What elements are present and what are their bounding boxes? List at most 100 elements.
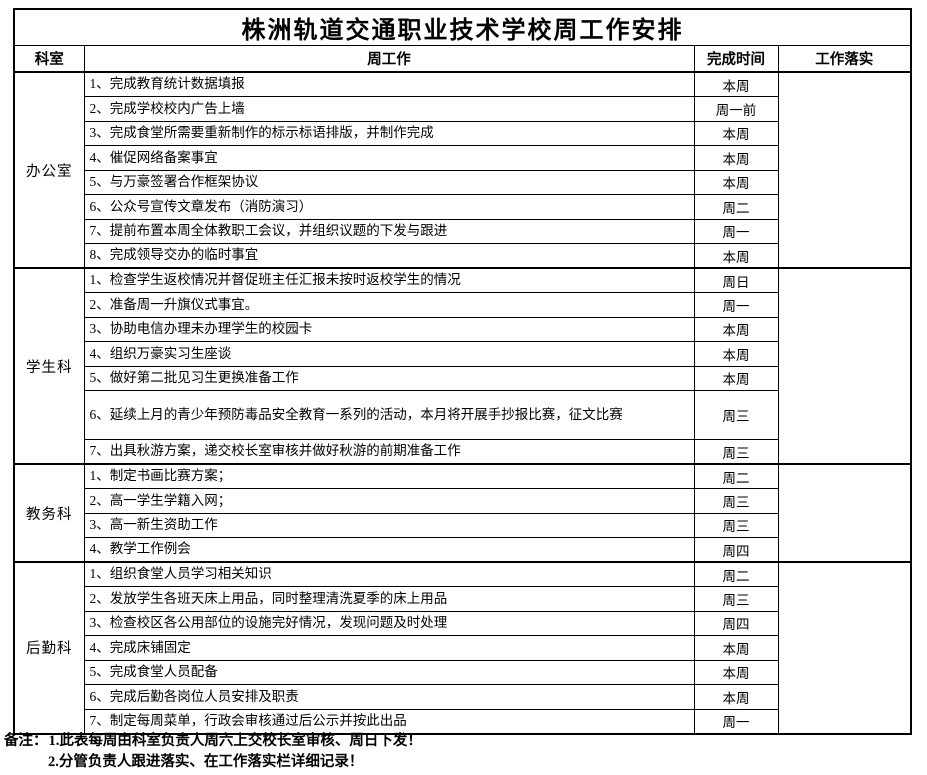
column-header-row: 科室 周工作 完成时间 工作落实 [13, 45, 912, 73]
department-cell: 办公室 [13, 71, 85, 269]
table-row: 5、完成食堂人员配备 本周 [14, 659, 911, 685]
task-cell: 1、组织食堂人员学习相关知识 [83, 561, 695, 587]
table-row: 5、与万豪签署合作框架协议 本周 [14, 169, 911, 195]
department-cell: 教务科 [13, 463, 85, 563]
task-cell: 4、完成床铺固定 [83, 635, 695, 661]
note-item-2: 2.分管负责人跟进落实、在工作落实栏详细记录！ [48, 754, 364, 770]
task-cell: 3、协助电信办理未办理学生的校园卡 [83, 316, 695, 342]
table-row: 2、准备周一升旗仪式事宜。 周一 [14, 292, 911, 318]
task-cell: 5、做好第二批见习生更换准备工作 [83, 365, 695, 391]
department-section: 办公室 1、完成教育统计数据填报 本周 2、完成学校校内广告上墙 周一前 3、完成食堂所需… [13, 71, 912, 269]
task-cell: 6、公众号宣传文章发布（消防演习） [83, 194, 695, 220]
task-cell: 7、提前布置本周全体教职工会议，并组织议题的下发与跟进 [83, 218, 695, 244]
deadline-cell: 本周 [693, 684, 779, 710]
table-row: 2、高一学生学籍入网； 周三 [14, 488, 911, 514]
deadline-cell: 周三 [693, 439, 779, 465]
table-row: 后勤科 1、组织食堂人员学习相关知识 周二 [13, 561, 912, 734]
deadline-cell: 周一 [693, 292, 779, 318]
deadline-cell: 本周 [693, 635, 779, 661]
notes: 备注：1.此表每周由科室负责人周六上交校长室审核、周日下发！ 2.分管负责人跟进… [4, 731, 422, 773]
note-item-1: 1.此表每周由科室负责人周六上交校长室审核、周日下发！ [48, 733, 422, 749]
task-cell: 8、完成领导交办的临时事宜 [83, 243, 695, 269]
task-cell: 4、组织万豪实习生座谈 [83, 341, 695, 367]
table-row: 教务科 1、制定书画比赛方案； 周二 [13, 463, 912, 563]
deadline-cell: 本周 [693, 659, 779, 685]
department-section: 学生科 1、检查学生返校情况并督促班主任汇报未按时返校学生的情况 周日 2、准备周一升… [13, 267, 912, 465]
column-header-deadline: 完成时间 [693, 45, 779, 73]
table-row: 2、完成学校校内广告上墙 周一前 [14, 96, 911, 122]
deadline-cell: 周日 [693, 267, 779, 293]
deadline-cell: 周一前 [693, 96, 779, 122]
deadline-cell: 周一 [693, 218, 779, 244]
task-cell: 1、制定书画比赛方案； [83, 463, 695, 489]
department-cell: 学生科 [13, 267, 85, 465]
department-cell: 后勤科 [13, 561, 85, 734]
deadline-cell: 本周 [693, 71, 779, 97]
column-header-work: 周工作 [83, 45, 695, 73]
deadline-cell: 周二 [693, 463, 779, 489]
deadline-cell: 本周 [693, 169, 779, 195]
table-row: 办公室 1、完成教育统计数据填报 本周 [13, 71, 912, 269]
deadline-cell: 本周 [693, 145, 779, 171]
table-row: 4、完成床铺固定 本周 [14, 635, 911, 661]
task-cell: 7、制定每周菜单，行政会审核通过后公示并按此出品 [83, 708, 695, 734]
task-cell: 2、发放学生各班天床上用品，同时整理清洗夏季的床上用品 [83, 586, 695, 612]
department-section: 后勤科 1、组织食堂人员学习相关知识 周二 2、发放学生各班天床上用品，同时整理清洗夏… [13, 561, 912, 734]
implementation-cell [777, 71, 912, 269]
table-row: 6、延续上月的青少年预防毒品安全教育一系列的活动，本月将开展手抄报比赛，征文比赛… [14, 390, 911, 440]
implementation-cell [777, 267, 912, 465]
deadline-cell: 周二 [693, 561, 779, 587]
table-row: 4、催促网络备案事宜 本周 [14, 145, 911, 171]
table-row: 8、完成领导交办的临时事宜 本周 [14, 243, 911, 269]
deadline-cell: 本周 [693, 120, 779, 146]
deadline-cell: 周三 [693, 586, 779, 612]
table-row: 4、教学工作例会 周四 [14, 537, 911, 563]
task-cell: 1、检查学生返校情况并督促班主任汇报未按时返校学生的情况 [83, 267, 695, 293]
table-row: 3、高一新生资助工作 周三 [14, 512, 911, 538]
task-cell: 3、检查校区各公用部位的设施完好情况，发现问题及时处理 [83, 610, 695, 636]
deadline-cell: 本周 [693, 341, 779, 367]
deadline-cell: 周一 [693, 708, 779, 734]
task-cell: 2、准备周一升旗仪式事宜。 [83, 292, 695, 318]
deadline-cell: 周三 [693, 390, 779, 440]
deadline-cell: 周四 [693, 537, 779, 563]
table-row: 7、出具秋游方案，递交校长室审核并做好秋游的前期准备工作 周三 [14, 439, 911, 465]
task-cell: 3、高一新生资助工作 [83, 512, 695, 538]
column-header-implementation: 工作落实 [777, 45, 912, 73]
table-row: 4、组织万豪实习生座谈 本周 [14, 341, 911, 367]
task-cell: 2、完成学校校内广告上墙 [83, 96, 695, 122]
implementation-cell [777, 561, 912, 734]
department-section: 教务科 1、制定书画比赛方案； 周二 2、高一学生学籍入网； 周三 3、高一新生资助工作周… [13, 463, 912, 563]
deadline-cell: 周四 [693, 610, 779, 636]
table-row: 7、制定每周菜单，行政会审核通过后公示并按此出品 周一 [14, 708, 911, 734]
page-title: 株洲轨道交通职业技术学校周工作安排 [13, 8, 912, 46]
deadline-cell: 本周 [693, 365, 779, 391]
table-row: 学生科 1、检查学生返校情况并督促班主任汇报未按时返校学生的情况 周日 [13, 267, 912, 465]
deadline-cell: 周三 [693, 488, 779, 514]
task-cell: 4、催促网络备案事宜 [83, 145, 695, 171]
deadline-cell: 本周 [693, 316, 779, 342]
table-row: 3、协助电信办理未办理学生的校园卡 本周 [14, 316, 911, 342]
task-cell: 4、教学工作例会 [83, 537, 695, 563]
task-cell: 7、出具秋游方案，递交校长室审核并做好秋游的前期准备工作 [83, 439, 695, 465]
deadline-cell: 周二 [693, 194, 779, 220]
table-row: 3、检查校区各公用部位的设施完好情况，发现问题及时处理 周四 [14, 610, 911, 636]
task-cell: 6、完成后勤各岗位人员安排及职责 [83, 684, 695, 710]
task-cell: 5、与万豪签署合作框架协议 [83, 169, 695, 195]
deadline-cell: 周三 [693, 512, 779, 538]
notes-label: 备注： [4, 733, 48, 749]
table-row: 6、完成后勤各岗位人员安排及职责 本周 [14, 684, 911, 710]
deadline-cell: 本周 [693, 243, 779, 269]
task-cell: 5、完成食堂人员配备 [83, 659, 695, 685]
table-row: 7、提前布置本周全体教职工会议，并组织议题的下发与跟进 周一 [14, 218, 911, 244]
task-cell: 6、延续上月的青少年预防毒品安全教育一系列的活动，本月将开展手抄报比赛，征文比赛 [83, 390, 695, 440]
title-row: 株洲轨道交通职业技术学校周工作安排 [13, 8, 912, 46]
task-cell: 2、高一学生学籍入网； [83, 488, 695, 514]
table-row: 2、发放学生各班天床上用品，同时整理清洗夏季的床上用品 周三 [14, 586, 911, 612]
task-cell: 1、完成教育统计数据填报 [83, 71, 695, 97]
task-cell: 3、完成食堂所需要重新制作的标示标语排版，并制作完成 [83, 120, 695, 146]
implementation-cell [777, 463, 912, 563]
column-header-department: 科室 [13, 45, 85, 73]
table-row: 3、完成食堂所需要重新制作的标示标语排版，并制作完成 本周 [14, 120, 911, 146]
